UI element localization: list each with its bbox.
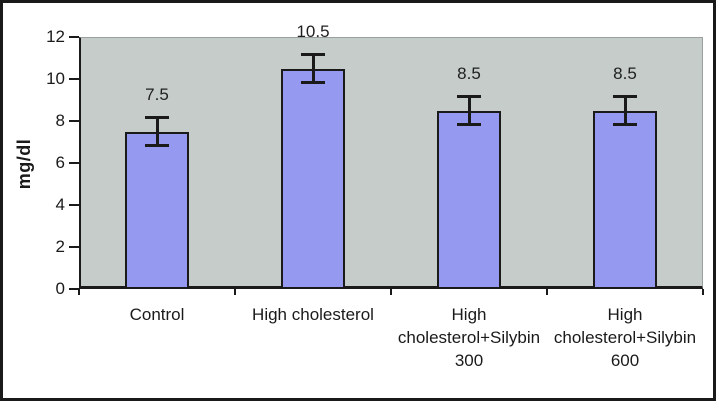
error-bar-line [155,116,159,147]
error-bar-cap-bottom [457,123,481,127]
error-bar-line [467,95,471,126]
bar [125,131,189,289]
x-axis-tick-mark [546,289,548,295]
error-bar-line [623,95,627,126]
y-axis-tick-mark [69,78,79,80]
y-axis-tick-label: 8 [55,111,65,130]
error-bar-cap-top [145,115,169,119]
bar [437,110,501,289]
error-bar-line [311,53,315,84]
y-axis-tick-mark [69,36,79,38]
x-axis-tick-mark [78,289,80,295]
bar [281,68,345,289]
error-bar-cap-top [457,94,481,98]
x-axis-category-label: High cholesterol [252,305,374,324]
bar [593,110,657,289]
y-axis-tick-mark [69,204,79,206]
value-label: 7.5 [145,84,169,104]
error-bar-cap-bottom [613,123,637,127]
x-axis-tick-mark [234,289,236,295]
error-bar-cap-top [613,94,637,98]
y-axis-tick-label: 0 [55,279,65,298]
y-axis-tick-mark [69,288,79,290]
y-axis-tick-label: 4 [55,195,65,214]
y-axis-tick-label: 10 [46,69,65,88]
value-label: 8.5 [457,63,481,83]
y-axis-tick-label: 2 [55,237,65,256]
x-axis-category-label: Control [129,305,185,324]
y-axis-tick-mark [69,120,79,122]
y-axis-tick-label: 12 [46,27,65,46]
x-axis-category-label: High cholesterol+Silybin 300 [397,305,541,370]
y-axis-tick-mark [69,162,79,164]
error-bar-cap-bottom [145,144,169,148]
error-bar-cap-top [301,52,325,56]
x-axis-tick-mark [390,289,392,295]
value-label: 8.5 [613,63,637,83]
x-axis-category-label: High cholesterol+Silybin 600 [553,305,697,370]
y-axis-tick-label: 6 [55,153,65,172]
y-axis-tick-mark [69,246,79,248]
x-axis-tick-mark [702,289,704,295]
error-bar-cap-bottom [301,81,325,85]
value-label: 10.5 [296,21,330,41]
